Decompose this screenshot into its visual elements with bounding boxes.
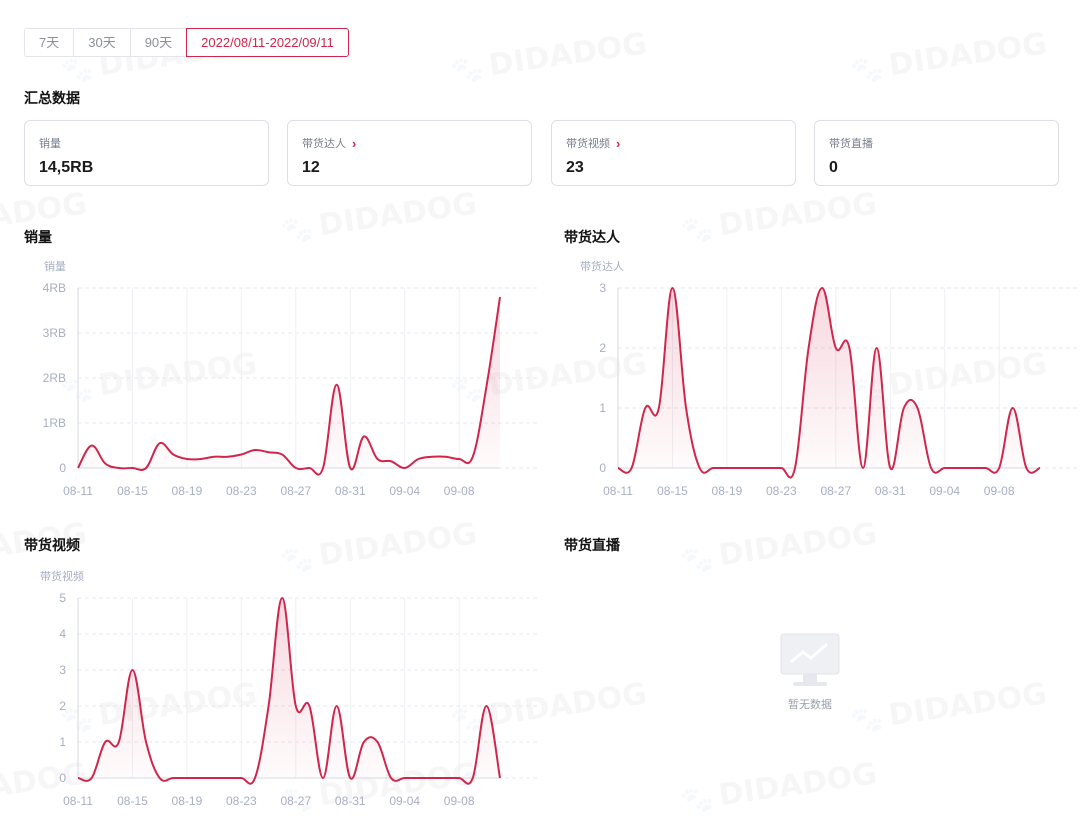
y-tick-label: 1 xyxy=(599,401,606,415)
watermark-text: DIDADOG xyxy=(317,186,480,243)
card-videos[interactable]: 带货视频 › 23 xyxy=(551,120,796,186)
x-tick-label: 08-15 xyxy=(117,484,148,498)
watermark: 🐾DIDADOG xyxy=(679,756,880,818)
videos-chart-title: 带货视频 xyxy=(24,537,80,553)
paw-icon: 🐾 xyxy=(679,543,715,577)
x-tick-label: 08-19 xyxy=(712,484,743,498)
live-chart-title: 带货直播 xyxy=(564,537,620,553)
watermark-text: DIDADOG xyxy=(887,676,1050,733)
series-area xyxy=(618,288,1040,478)
y-axis-name: 带货达人 xyxy=(580,259,624,273)
y-tick-label: 5 xyxy=(59,591,66,605)
chevron-right-icon: › xyxy=(616,135,621,151)
videos-chart: 带货视频 0 1 2 3 4 5 08-11 08-15 08-19 08-23 08-27 08-31… xyxy=(40,569,540,808)
card-videos-label: 带货视频 › xyxy=(566,135,621,151)
paw-icon: 🐾 xyxy=(679,213,715,247)
live-empty-state: 暂无数据 xyxy=(760,630,860,712)
x-tick-label: 08-23 xyxy=(226,794,257,808)
watermark: 🐾DIDADOG xyxy=(849,26,1050,88)
x-tick-label: 08-19 xyxy=(172,484,203,498)
x-tick-label: 08-27 xyxy=(820,484,851,498)
watermark-text: DIDADOG xyxy=(717,186,880,243)
y-tick-label: 0 xyxy=(599,461,606,475)
y-tick-label: 3 xyxy=(59,663,66,677)
tab-30-days[interactable]: 30天 xyxy=(73,28,130,57)
series-area xyxy=(78,297,500,475)
empty-text: 暂无数据 xyxy=(788,699,832,711)
series-line xyxy=(77,296,501,476)
watermark: 🐾DIDADOG xyxy=(679,516,880,578)
y-tick-label: 0 xyxy=(59,771,66,785)
paw-icon: 🐾 xyxy=(59,53,95,87)
y-tick-label: 3 xyxy=(599,281,606,295)
watermark: 🐾DIDADOG xyxy=(279,186,480,248)
x-tick-label: 08-11 xyxy=(63,484,93,498)
y-tick-label: 2 xyxy=(59,699,66,713)
x-tick-label: 08-31 xyxy=(335,484,366,498)
x-tick-label: 08-27 xyxy=(280,794,311,808)
watermark: 🐾DIDADOG xyxy=(849,676,1050,738)
x-tick-label: 08-27 xyxy=(280,484,311,498)
y-axis-name: 带货视频 xyxy=(40,569,84,583)
y-tick-label: 2RB xyxy=(43,371,66,385)
card-live-value: 0 xyxy=(829,159,838,176)
x-tick-label: 09-04 xyxy=(929,484,960,498)
y-tick-label: 4RB xyxy=(43,281,66,295)
watermark: 🐾DIDADOG xyxy=(679,186,880,248)
y-tick-label: 0 xyxy=(59,461,66,475)
y-tick-label: 1RB xyxy=(43,416,66,430)
x-tick-label: 08-23 xyxy=(226,484,257,498)
x-tick-label: 09-08 xyxy=(444,794,475,808)
series-line xyxy=(617,286,1041,479)
x-tick-label: 09-08 xyxy=(984,484,1015,498)
chevron-right-icon: › xyxy=(352,135,357,151)
x-tick-label: 08-15 xyxy=(117,794,148,808)
y-tick-label: 2 xyxy=(599,341,606,355)
x-tick-label: 08-31 xyxy=(335,794,366,808)
x-tick-label: 08-15 xyxy=(657,484,688,498)
card-sales-value: 14,5RB xyxy=(39,159,94,176)
date-range-tabs: 7天 30天 90天 2022/08/11-2022/09/11 xyxy=(24,28,349,57)
paw-icon: 🐾 xyxy=(849,53,885,87)
card-influencers-label: 带货达人 › xyxy=(302,135,357,151)
paw-icon: 🐾 xyxy=(449,53,485,87)
influencers-chart-title: 带货达人 xyxy=(564,229,620,245)
sales-chart: 销量 0 1RB 2RB 3RB 4RB 08-11 08-15 08-19 08-23 08-27… xyxy=(43,259,540,498)
empty-monitor-icon xyxy=(780,633,840,686)
paw-icon: 🐾 xyxy=(279,213,315,247)
watermark-text: DIDADOG xyxy=(717,756,880,813)
y-tick-label: 4 xyxy=(59,627,66,641)
x-tick-label: 08-31 xyxy=(875,484,906,498)
x-tick-label: 08-19 xyxy=(172,794,203,808)
y-tick-label: 1 xyxy=(59,735,66,749)
card-sales-label: 销量 xyxy=(39,138,61,150)
sales-chart-title: 销量 xyxy=(24,229,52,245)
x-tick-label: 08-11 xyxy=(63,794,93,808)
series-area xyxy=(78,598,500,784)
x-tick-label: 09-04 xyxy=(389,794,420,808)
card-influencers-value: 12 xyxy=(302,159,320,176)
x-tick-label: 09-04 xyxy=(389,484,420,498)
watermark-text: DIDADOG xyxy=(887,26,1050,83)
card-sales: 销量 14,5RB xyxy=(24,120,269,186)
y-axis-name: 销量 xyxy=(44,259,66,273)
card-influencers[interactable]: 带货达人 › 12 xyxy=(287,120,532,186)
watermark: 🐾DIDADOG xyxy=(449,26,650,88)
influencers-chart: 带货达人 0 1 2 3 08-11 08-15 08-19 08-23 08-27 08-31 09… xyxy=(580,259,1080,498)
tab-90-days[interactable]: 90天 xyxy=(129,28,187,57)
x-tick-label: 09-08 xyxy=(444,484,475,498)
x-tick-label: 08-11 xyxy=(603,484,633,498)
watermark-text: DIDADOG xyxy=(717,516,880,573)
y-tick-label: 3RB xyxy=(43,326,66,340)
tab-custom-range[interactable]: 2022/08/11-2022/09/11 xyxy=(186,28,349,57)
tab-7-days[interactable]: 7天 xyxy=(24,28,74,57)
card-live: 带货直播 0 xyxy=(814,120,1059,186)
card-live-label: 带货直播 xyxy=(829,138,873,150)
x-tick-label: 08-23 xyxy=(766,484,797,498)
paw-icon: 🐾 xyxy=(679,783,715,817)
series-line xyxy=(77,596,501,785)
summary-title: 汇总数据 xyxy=(24,90,80,106)
card-videos-value: 23 xyxy=(566,159,584,176)
watermark-text: DIDADOG xyxy=(487,26,650,83)
